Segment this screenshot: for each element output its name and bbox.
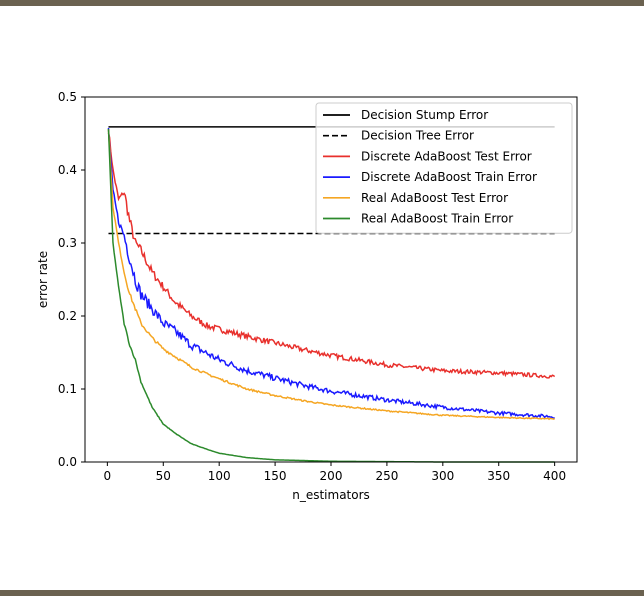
x-tick-label: 200 <box>320 469 343 483</box>
x-tick-label: 150 <box>264 469 287 483</box>
x-axis-label: n_estimators <box>292 488 370 502</box>
bottom-border <box>0 590 644 596</box>
series-line-2 <box>107 132 556 379</box>
x-tick-label: 350 <box>487 469 510 483</box>
y-tick-label: 0.2 <box>58 309 77 323</box>
x-tick-label: 300 <box>431 469 454 483</box>
legend-entry: Real AdaBoost Test Error <box>361 191 508 205</box>
y-tick-label: 0.0 <box>58 455 77 469</box>
x-tick-label: 50 <box>156 469 171 483</box>
legend-entry: Decision Tree Error <box>361 129 474 143</box>
y-tick-label: 0.5 <box>58 90 77 104</box>
y-axis-label: error rate <box>36 251 50 308</box>
y-tick-label: 0.1 <box>58 382 77 396</box>
legend-box <box>315 102 573 234</box>
series-line-4 <box>107 129 555 421</box>
axis-ticks: 0 50 100 150 200 250 300 350 400 0.0 0.1 0.2 0.3 0.4 0… <box>58 90 566 483</box>
legend: Decision Stump Error Decision Tree Error D… <box>315 102 573 234</box>
legend-entry: Discrete AdaBoost Test Error <box>361 149 532 163</box>
x-tick-label: 400 <box>543 469 566 483</box>
y-tick-label: 0.3 <box>58 236 77 250</box>
x-tick-label: 250 <box>375 469 398 483</box>
legend-entry: Decision Stump Error <box>361 108 488 122</box>
top-border <box>0 0 644 6</box>
series-line-3 <box>107 127 555 420</box>
x-tick-label: 0 <box>104 469 112 483</box>
y-tick-label: 0.4 <box>58 163 77 177</box>
legend-entry: Discrete AdaBoost Train Error <box>361 170 537 184</box>
legend-entry: Real AdaBoost Train Error <box>361 212 513 226</box>
x-tick-label: 100 <box>208 469 231 483</box>
